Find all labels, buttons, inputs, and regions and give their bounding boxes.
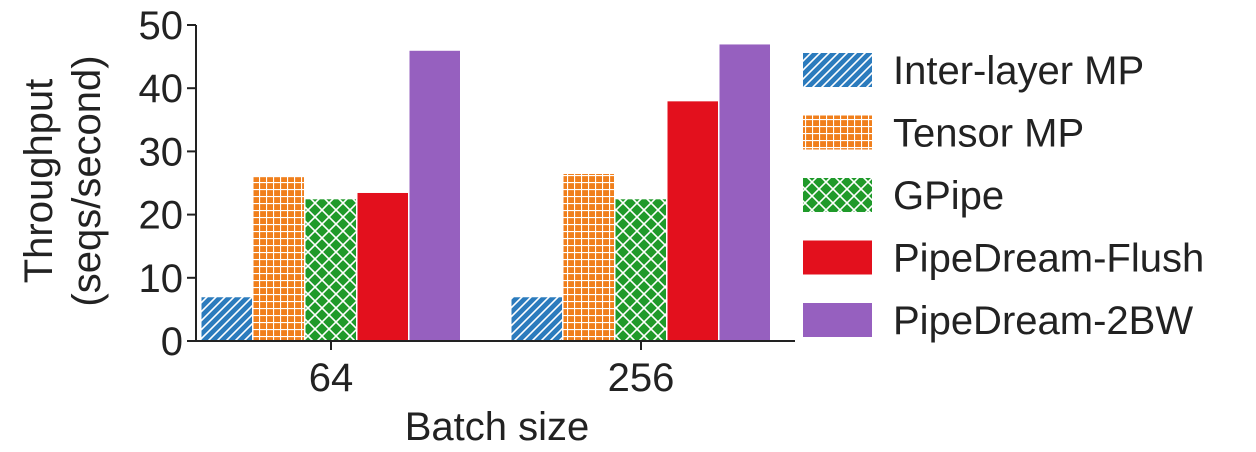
bar-pipedream-flush-64: [356, 191, 409, 342]
legend-swatch: [803, 303, 872, 337]
bar-series: [200, 43, 771, 342]
legend: Inter-layer MP Tensor MP GPipe PipeDream-Fl…: [803, 49, 1204, 343]
x-tick-label: 64: [309, 356, 354, 400]
legend-swatch: [803, 53, 872, 87]
x-axis-ticks: 64 256: [309, 341, 675, 400]
legend-swatch: [803, 115, 872, 150]
legend-label: Inter-layer MP: [893, 49, 1144, 93]
x-tick-label: 256: [608, 356, 675, 400]
bar-pipedream-flush-256: [666, 100, 719, 342]
y-axis-ticks: 0 10 20 30 40 50: [139, 4, 196, 364]
legend-swatch: [803, 178, 872, 212]
bar-tensor-mp-64: [252, 176, 305, 342]
y-tick-label: 30: [139, 130, 184, 174]
y-axis-label-line-2: (seqs/second): [65, 55, 109, 306]
legend-label: PipeDream-Flush: [893, 237, 1204, 281]
axes: [195, 25, 795, 342]
y-tick-label: 0: [161, 320, 183, 364]
bar-tensor-mp-256: [562, 173, 615, 342]
bar-gpipe-256: [614, 198, 667, 342]
bar-pipedream-2bw-256: [718, 43, 771, 342]
bar-inter-layer-mp-256: [510, 296, 563, 342]
bar-pipedream-2bw-64: [408, 49, 461, 342]
y-axis-label-line-1: Throughput: [17, 79, 61, 284]
bar-inter-layer-mp-64: [200, 296, 253, 342]
bar-gpipe-64: [304, 198, 357, 342]
y-tick-label: 40: [139, 67, 184, 111]
x-axis-label: Batch size: [405, 405, 590, 447]
legend-label: GPipe: [893, 174, 1004, 218]
legend-swatch: [803, 240, 872, 275]
y-tick-label: 10: [139, 257, 184, 301]
legend-label: Tensor MP: [893, 112, 1084, 156]
y-tick-label: 50: [139, 4, 184, 48]
y-axis-label: Throughput (seqs/second): [17, 55, 109, 306]
legend-label: PipeDream-2BW: [893, 299, 1193, 343]
y-tick-label: 20: [139, 194, 184, 238]
